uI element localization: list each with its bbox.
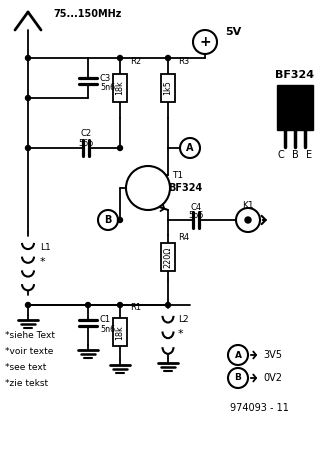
Text: *siehe Text: *siehe Text (5, 331, 55, 339)
Text: B: B (104, 215, 112, 225)
Text: 220Ω: 220Ω (163, 247, 173, 268)
Circle shape (25, 55, 30, 60)
Text: *: * (178, 329, 184, 339)
Circle shape (126, 166, 170, 210)
Text: L1: L1 (40, 244, 51, 252)
Circle shape (165, 303, 171, 307)
Text: *zie tekst: *zie tekst (5, 379, 48, 387)
Text: 974093 - 11: 974093 - 11 (230, 403, 289, 413)
Bar (113, 319, 127, 346)
Text: C: C (278, 150, 284, 160)
Text: 56p: 56p (78, 139, 93, 147)
Text: R2: R2 (130, 58, 141, 66)
Circle shape (228, 345, 248, 365)
Circle shape (25, 303, 30, 307)
Text: E: E (306, 150, 312, 160)
Text: 5V: 5V (225, 27, 241, 37)
Circle shape (180, 138, 200, 158)
Text: 18k: 18k (116, 325, 125, 340)
Text: 5n6: 5n6 (100, 84, 115, 93)
Text: K1: K1 (242, 201, 254, 211)
Circle shape (118, 303, 123, 307)
Bar (113, 74, 127, 102)
Circle shape (165, 55, 171, 60)
Text: 0V2: 0V2 (263, 373, 282, 383)
Circle shape (118, 146, 123, 151)
Text: C2: C2 (80, 129, 91, 139)
Text: C3: C3 (100, 74, 111, 84)
Circle shape (118, 218, 123, 222)
Text: C1: C1 (100, 315, 111, 325)
Circle shape (25, 146, 30, 151)
Text: R4: R4 (178, 233, 189, 243)
Text: BF324: BF324 (275, 70, 315, 80)
Bar (161, 74, 175, 102)
Text: L2: L2 (178, 315, 189, 325)
Text: A: A (186, 143, 194, 153)
Circle shape (236, 208, 260, 232)
Text: C4: C4 (190, 204, 202, 213)
Bar (161, 244, 175, 272)
Text: *voir texte: *voir texte (5, 346, 53, 356)
Text: R3: R3 (178, 58, 189, 66)
Text: 75...150MHz: 75...150MHz (53, 9, 121, 19)
Text: 1k5: 1k5 (163, 80, 173, 95)
Text: 5p6: 5p6 (188, 212, 204, 220)
Text: A: A (234, 351, 242, 359)
Text: B: B (234, 373, 242, 383)
Circle shape (193, 30, 217, 54)
Circle shape (228, 368, 248, 388)
Text: B: B (292, 150, 298, 160)
Text: 3V5: 3V5 (263, 350, 282, 360)
Text: BF324: BF324 (168, 183, 202, 193)
Text: *: * (40, 257, 46, 267)
Text: 5n6: 5n6 (100, 326, 115, 334)
Circle shape (25, 95, 30, 100)
Text: T1: T1 (172, 171, 183, 179)
Circle shape (245, 217, 251, 223)
Circle shape (98, 210, 118, 230)
Circle shape (85, 303, 90, 307)
Circle shape (118, 55, 123, 60)
Text: +: + (199, 35, 211, 49)
Text: 18k: 18k (116, 80, 125, 95)
Text: *see text: *see text (5, 363, 46, 372)
Bar (277, 85, 313, 130)
Text: R1: R1 (130, 304, 141, 312)
